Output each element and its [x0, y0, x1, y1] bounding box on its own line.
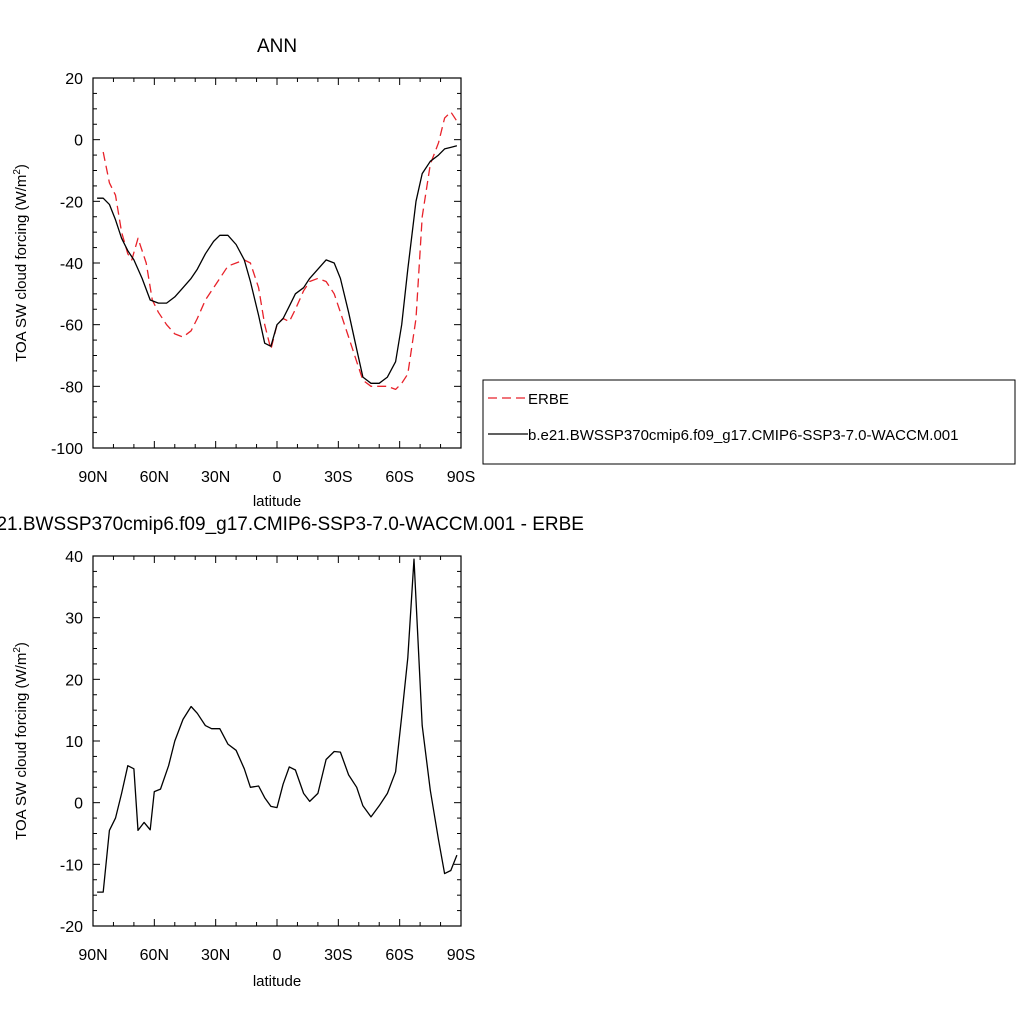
erbe-series-line — [102, 111, 458, 391]
y-tick-label: -100 — [51, 441, 83, 458]
x-axis-label: latitude — [253, 493, 301, 510]
y-tick-label: -60 — [60, 318, 83, 335]
difference-panel: b.e21.BWSSP370cmip6.f09_g17.CMIP6-SSP3-7… — [0, 514, 584, 990]
y-axis-label-text: TOA SW cloud forcing (W/m — [13, 653, 30, 840]
y-tick-label: 10 — [65, 734, 83, 751]
x-tick-label: 90N — [78, 469, 107, 486]
y-tick-label: 0 — [74, 133, 83, 150]
x-axis-label: latitude — [253, 973, 301, 990]
x-tick-label: 90S — [447, 947, 475, 964]
x-tick-label: 30N — [201, 947, 230, 964]
chart-title: b.e21.BWSSP370cmip6.f09_g17.CMIP6-SSP3-7… — [0, 514, 584, 535]
model-series-line — [97, 558, 458, 893]
x-tick-label: 90N — [78, 947, 107, 964]
y-tick-label: -20 — [60, 919, 83, 936]
y-tick-label: -80 — [60, 379, 83, 396]
plot-frame — [92, 555, 462, 927]
y-tick-label: -20 — [60, 194, 83, 211]
legend-label: b.e21.BWSSP370cmip6.f09_g17.CMIP6-SSP3-7… — [528, 427, 958, 444]
y-tick-label: 30 — [65, 611, 83, 628]
x-tick-label: 90S — [447, 469, 475, 486]
y-tick-label: 40 — [65, 549, 83, 566]
x-tick-label: 0 — [273, 947, 282, 964]
legend-label: ERBE — [528, 391, 569, 408]
y-tick-label: -10 — [60, 857, 83, 874]
y-axis-label: TOA SW cloud forcing (W/m2) — [12, 164, 30, 362]
y-axis-label-superscript: 2 — [12, 169, 23, 175]
x-tick-label: 30S — [324, 469, 352, 486]
x-tick-label: 30S — [324, 947, 352, 964]
x-tick-label: 60S — [385, 469, 413, 486]
y-tick-label: 0 — [74, 796, 83, 813]
y-axis-label-superscript: 2 — [12, 647, 23, 653]
plot-frame — [92, 77, 462, 449]
x-tick-label: 60N — [140, 947, 169, 964]
chart-title: ANN — [257, 36, 297, 57]
annual-cloud-forcing-panel: ANN 20 0 -20 -40 -60 -80 -100 90N 60N 30N 0 30S 60S 90… — [12, 36, 1016, 510]
x-tick-label: 60S — [385, 947, 413, 964]
y-axis-label-close: ) — [13, 642, 30, 647]
x-tick-label: 60N — [140, 469, 169, 486]
y-axis-label: TOA SW cloud forcing (W/m2) — [12, 642, 30, 840]
model-series-line — [97, 145, 458, 384]
y-tick-label: -40 — [60, 256, 83, 273]
y-axis-label-text: TOA SW cloud forcing (W/m — [13, 175, 30, 362]
y-tick-label: 20 — [65, 672, 83, 689]
y-tick-label: 20 — [65, 71, 83, 88]
x-tick-label: 0 — [273, 469, 282, 486]
x-tick-label: 30N — [201, 469, 230, 486]
y-axis-label-close: ) — [13, 164, 30, 169]
legend-box — [482, 379, 1016, 465]
